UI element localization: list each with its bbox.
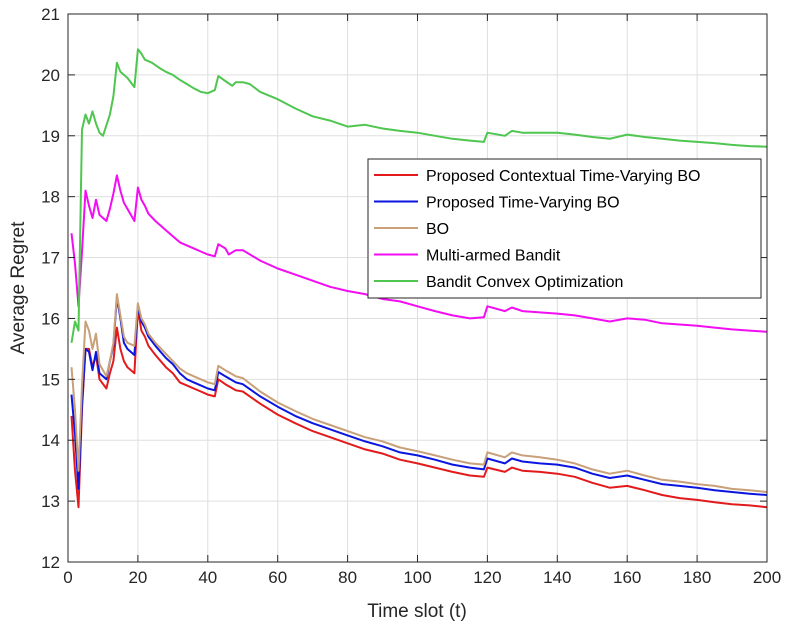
- y-tick-label: 19: [41, 127, 60, 146]
- x-tick-label: 160: [613, 568, 641, 587]
- x-tick-label: 20: [128, 568, 147, 587]
- legend-label: Multi-armed Bandit: [426, 248, 561, 265]
- series-line: [70, 48, 768, 343]
- legend-label: Bandit Convex Optimization: [426, 274, 623, 291]
- x-tick-label: 100: [403, 568, 431, 587]
- legend-box: [367, 158, 762, 299]
- x-tick-label: 120: [473, 568, 501, 587]
- series-line: [70, 174, 768, 333]
- y-axis-title: Average Regret: [8, 221, 29, 354]
- y-tick-label: 13: [41, 492, 60, 511]
- x-axis-title: Time slot (t): [367, 601, 467, 622]
- y-tick-label: 16: [41, 309, 60, 328]
- x-tick-label: 180: [683, 568, 711, 587]
- x-tick-label: 200: [753, 568, 781, 587]
- y-tick-label: 17: [41, 249, 60, 268]
- y-tick-label: 18: [41, 188, 60, 207]
- legend-label: Proposed Time-Varying BO: [426, 195, 620, 212]
- ticks: 0 20 40 60 80 100 120 140 160 180 200 12 13 14 15 16 17 1…: [41, 5, 781, 587]
- x-tick-label: 0: [63, 568, 72, 587]
- x-tick-label: 40: [198, 568, 217, 587]
- legend-label: Proposed Contextual Time-Varying BO: [426, 168, 701, 185]
- y-tick-label: 12: [41, 553, 60, 572]
- y-tick-label: 14: [41, 431, 60, 450]
- x-tick-label: 80: [338, 568, 357, 587]
- series-line: [70, 293, 768, 493]
- series-layer: [70, 48, 768, 509]
- y-tick-label: 20: [41, 66, 60, 85]
- series-line: [70, 308, 768, 509]
- x-tick-label: 60: [268, 568, 287, 587]
- y-tick-label: 15: [41, 370, 60, 389]
- legend-label: BO: [426, 221, 449, 238]
- legend: Proposed Contextual Time-Varying BO Propo…: [367, 158, 762, 299]
- x-tick-label: 140: [543, 568, 571, 587]
- y-tick-label: 21: [41, 5, 60, 24]
